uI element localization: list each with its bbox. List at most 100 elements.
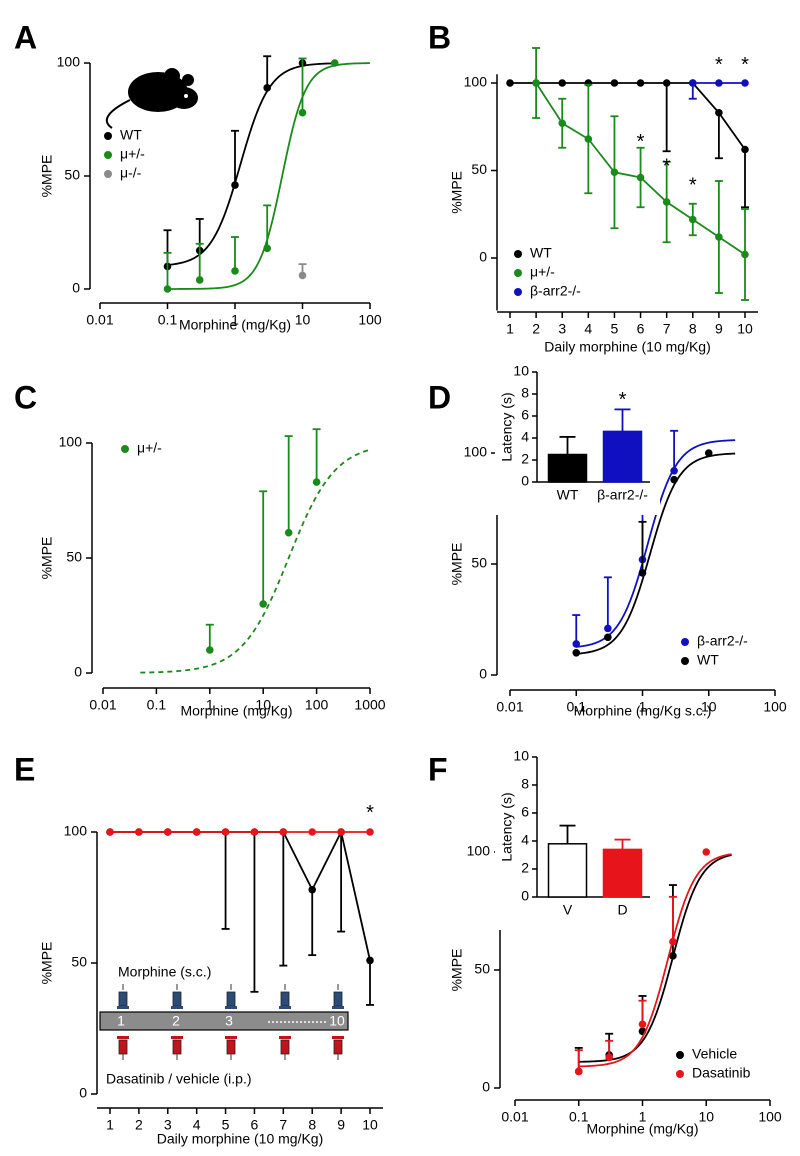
data-line — [110, 829, 371, 961]
x-tick-label: 10 — [362, 1117, 378, 1133]
legend-marker — [514, 250, 522, 258]
x-tick-label: 7 — [663, 321, 671, 337]
x-tick-label: 4 — [584, 321, 592, 337]
panel-letter: D — [428, 379, 451, 415]
error-bar — [741, 149, 749, 209]
x-tick-label: 100 — [358, 312, 382, 328]
y-tick-label: 0 — [479, 666, 487, 682]
panel-letter: E — [14, 751, 35, 787]
inset-bar — [602, 430, 643, 483]
data-point — [704, 449, 713, 457]
data-point — [670, 475, 678, 484]
data-point — [106, 828, 114, 836]
significance-mark: * — [715, 54, 723, 76]
x-axis-label: Morphine (mg/Kg) — [179, 317, 291, 333]
syringe-plunger — [225, 1036, 237, 1039]
y-tick-label: 0 — [72, 280, 80, 296]
error-bar — [231, 129, 239, 186]
syringe-plunger — [225, 1006, 237, 1009]
syringe-icon — [332, 1036, 344, 1060]
x-tick-label: 0.01 — [86, 312, 113, 328]
syringe-icon — [117, 1036, 129, 1060]
inset-error-bar — [614, 838, 631, 850]
error-bar — [259, 490, 268, 604]
data-point — [715, 108, 723, 117]
data-point — [192, 828, 201, 836]
x-tick-label: 2 — [135, 1117, 143, 1133]
error-bar — [195, 242, 204, 280]
legend-label: WT — [530, 245, 552, 261]
schedule-day: 2 — [172, 1013, 180, 1029]
inset-y-tick-label: 10 — [513, 363, 529, 379]
y-tick-label: 0 — [479, 249, 487, 265]
data-point — [715, 233, 723, 241]
syringe-plunger — [117, 1006, 129, 1009]
fit-curve — [578, 853, 732, 1068]
data-point — [532, 79, 540, 87]
data-point — [604, 633, 612, 642]
x-tick-label: 0.01 — [496, 699, 523, 715]
legend-marker — [514, 288, 522, 296]
legend-marker — [681, 657, 689, 665]
legend-marker — [104, 151, 112, 159]
syringe-body — [172, 1039, 182, 1055]
syringe-icon — [279, 984, 291, 1009]
panel-letter: F — [428, 751, 448, 787]
legend-label: WT — [697, 652, 719, 668]
panel-letter: A — [14, 19, 37, 55]
significance-mark: * — [366, 802, 374, 824]
y-tick-label: 50 — [71, 954, 87, 970]
x-tick-label: 9 — [715, 321, 723, 337]
inset-y-tick-label: 4 — [521, 429, 529, 445]
inset-bar — [547, 453, 588, 483]
data-point — [366, 956, 374, 965]
inset-y-axis-label: Latency (s) — [499, 392, 515, 461]
inset-y-tick-label: 2 — [521, 860, 529, 876]
legend-marker — [676, 1070, 684, 1078]
data-point — [702, 848, 711, 856]
syringe-icon — [332, 984, 344, 1009]
y-tick-label: 0 — [74, 664, 82, 680]
x-tick-label: 5 — [611, 321, 619, 337]
error-bar — [263, 55, 272, 88]
data-point — [263, 84, 272, 92]
legend-marker — [676, 1051, 684, 1059]
syringe-body — [333, 991, 343, 1007]
data-point — [610, 168, 619, 177]
legend-label: β-arr2-/- — [530, 283, 581, 299]
inset-category-label: β-arr2-/- — [597, 487, 648, 503]
legend-label: β-arr2-/- — [697, 633, 748, 649]
data-point — [263, 244, 272, 253]
legend-marker — [104, 170, 112, 178]
error-bar — [205, 623, 214, 650]
data-point — [231, 267, 239, 275]
x-tick-label: 100 — [758, 1109, 782, 1125]
x-tick-label: 1 — [639, 699, 647, 715]
y-tick-label: 100 — [64, 823, 88, 839]
data-point — [638, 569, 647, 577]
data-point — [259, 600, 268, 608]
inset-bar — [547, 843, 588, 898]
syringe-body — [226, 991, 236, 1007]
syringe-plunger — [171, 1036, 183, 1039]
data-point — [558, 79, 567, 87]
legend-label: Vehicle — [692, 1046, 737, 1062]
data-point — [715, 79, 723, 87]
y-axis-label: %MPE — [449, 543, 465, 586]
inset-error-bar — [614, 408, 631, 432]
x-tick-label: 4 — [193, 1117, 201, 1133]
syringe-body — [226, 1039, 236, 1055]
data-point — [605, 1053, 613, 1062]
x-tick-label: 0.01 — [89, 697, 116, 713]
error-bar — [163, 251, 172, 289]
syringe-body — [280, 1039, 290, 1055]
error-bar — [638, 999, 647, 1025]
syringe-body — [118, 991, 128, 1007]
x-tick-label: 10 — [295, 312, 311, 328]
fit-curve — [140, 448, 371, 674]
y-axis-label: %MPE — [449, 949, 465, 992]
y-axis-label: %MPE — [449, 171, 465, 214]
legend-marker — [681, 638, 689, 646]
y-tick-label: 50 — [64, 167, 80, 183]
